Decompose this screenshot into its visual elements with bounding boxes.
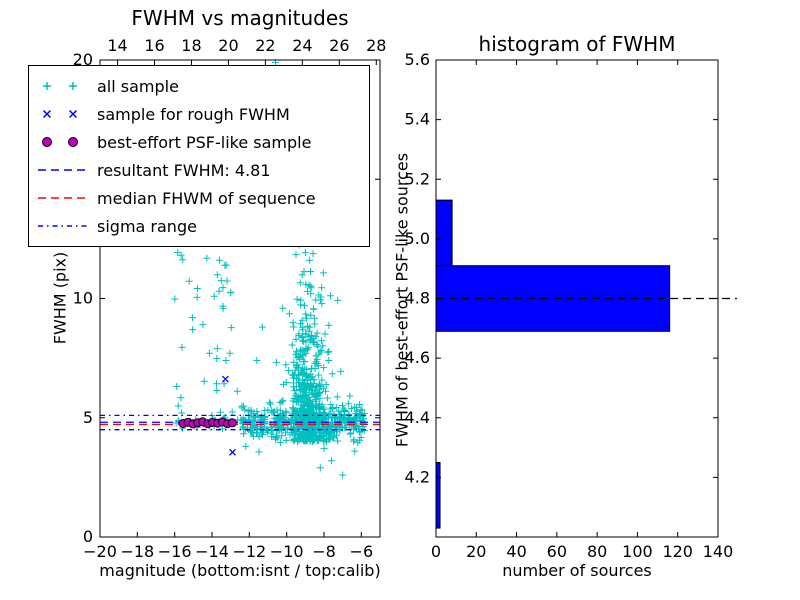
histogram-bar [435,265,671,332]
dashdot-line-icon [38,225,88,227]
tick-label: −18 [120,542,154,561]
tick-label: 16 [144,36,164,55]
legend-entry-4: median FHWM of sequence [33,184,365,212]
legend-entry-label: sigma range [97,216,197,236]
tick-label: 10 [73,289,93,308]
scatter-title: FWHM vs magnitudes [131,6,349,30]
legend-entry-label: best-effort PSF-like sample [97,132,312,152]
tick-label: 4.2 [405,467,430,486]
circle-circle-icon [42,137,78,147]
dashed-line-icon [38,169,88,171]
scatter-all-sample-points [171,58,368,479]
legend-entry-5: sigma range [33,212,365,240]
tick-label: 26 [329,36,349,55]
legend-entry-3: resultant FWHM: 4.81 [33,156,365,184]
tick-label: 18 [181,36,201,55]
tick-label: 14 [107,36,127,55]
tick-marks [99,59,719,538]
tick-label: 100 [622,542,653,561]
tick-label: 140 [703,542,734,561]
histogram-title: histogram of FWHM [478,32,676,56]
tick-label: 5 [83,408,93,427]
legend-box: all sample sample for rough FWHM best-effo… [28,65,370,247]
tick-label: 0 [83,527,93,546]
scatter-xlabel: magnitude (bottom:isnt / top:calib) [99,561,381,580]
scatter-ylabel: FWHM (pix) [50,251,70,345]
tick-label: 28 [366,36,386,55]
tick-label: 20 [73,50,93,69]
tick-label: 4.4 [405,408,430,427]
tick-label: 5.4 [405,110,430,129]
tick-label: 120 [662,542,693,561]
legend-entry-label: median FHWM of sequence [97,188,316,208]
plus-plus-icon [43,82,77,90]
tick-label: −16 [158,542,192,561]
tick-label: −12 [232,542,266,561]
tick-label: 20 [466,542,486,561]
tick-label: −20 [83,542,117,561]
scatter-psf-sample-point [227,418,237,428]
tick-label: 5.2 [405,169,430,188]
tick-label: 5.0 [405,229,430,248]
tick-label: 0 [431,542,441,561]
tick-label: 40 [506,542,526,561]
tick-label: 80 [587,542,607,561]
legend-entry-1: sample for rough FWHM [33,100,365,128]
legend-entry-2: best-effort PSF-like sample [33,128,365,156]
tick-label: 4.8 [405,289,430,308]
tick-label: 20 [218,36,238,55]
tick-label: 5.6 [405,50,430,69]
legend-entry-label: all sample [97,76,179,96]
tick-label: 4.6 [405,348,430,367]
x-x-icon [42,109,78,119]
histogram-bar [435,461,441,529]
histogram-ylabel: FWHM of best-effort PSF-like sources [392,152,412,448]
histogram-xlabel: number of sources [502,561,652,580]
legend-entry-label: sample for rough FWHM [97,104,290,124]
tick-label: −8 [312,542,336,561]
histogram-bar [435,199,453,267]
dashed-line-icon [38,197,88,199]
tick-label: −14 [195,542,229,561]
legend-entry-0: all sample [33,72,365,100]
tick-label: −6 [350,542,374,561]
tick-label: −10 [270,542,304,561]
tick-label: 60 [547,542,567,561]
tick-label: 22 [255,36,275,55]
tick-label: 24 [292,36,312,55]
legend-entry-label: resultant FWHM: 4.81 [97,160,271,180]
